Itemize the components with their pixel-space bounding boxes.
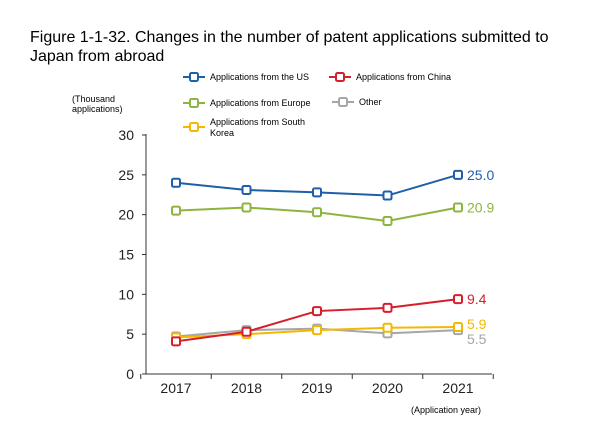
- data-point: [241, 326, 252, 337]
- legend-label: Applications from China: [356, 72, 451, 82]
- data-point: [382, 302, 393, 313]
- data-point: [171, 205, 181, 216]
- series-applications-from-china: [171, 294, 463, 347]
- legend-swatch-marker: [189, 122, 199, 132]
- data-point: [382, 190, 393, 201]
- legend-swatch-marker: [189, 72, 199, 82]
- data-point: [241, 202, 252, 213]
- legend-item: Other: [332, 97, 382, 107]
- series-applications-from-the-us: [171, 169, 463, 201]
- y-tick-label: 5: [126, 326, 134, 342]
- legend-item: Applications from China: [329, 72, 451, 82]
- legend-item: Applications from South Korea: [183, 117, 305, 138]
- legend-item: Applications from the US: [183, 72, 309, 82]
- data-point: [171, 336, 181, 347]
- legend-swatch-marker: [335, 72, 345, 82]
- series-applications-from-europe: [171, 202, 463, 227]
- y-tick-label: 10: [118, 286, 134, 302]
- series-layer: [171, 169, 463, 347]
- end-labels: 25.0 9.4 20.9 5.55.9: [467, 167, 494, 347]
- legend-item: Applications from Europe: [183, 98, 311, 108]
- data-point: [312, 306, 322, 317]
- y-tick-label: 20: [118, 207, 134, 223]
- data-point: [171, 177, 181, 188]
- y-tick-label: 30: [118, 127, 134, 143]
- legend-swatch-marker: [338, 97, 348, 107]
- x-axis-title: (Application year): [411, 405, 481, 415]
- data-point: [382, 322, 393, 333]
- legend-label: Other: [359, 97, 382, 107]
- end-value-label: 20.9: [467, 199, 494, 215]
- legend-swatch-marker: [189, 98, 199, 108]
- y-tick-label: 15: [118, 247, 134, 263]
- x-tick-label: 2019: [301, 380, 332, 396]
- chart-legend: Applications from the US Applications fro…: [183, 72, 451, 138]
- y-axis-title: (Thousand applications): [72, 94, 123, 114]
- end-value-label: 9.4: [467, 291, 487, 307]
- x-tick-label: 2018: [231, 380, 262, 396]
- end-value-label: 25.0: [467, 167, 494, 183]
- legend-label: Applications from South Korea: [210, 117, 305, 138]
- data-point: [312, 187, 322, 198]
- end-value-label: 5.9: [467, 316, 487, 332]
- data-point: [312, 207, 322, 218]
- data-point: [453, 169, 463, 180]
- x-tick-label: 2021: [442, 380, 473, 396]
- end-value-label: 5.5: [467, 331, 487, 347]
- legend-label: Applications from Europe: [210, 98, 311, 108]
- x-tick-label: 2017: [160, 380, 191, 396]
- data-point: [382, 216, 393, 227]
- data-point: [241, 184, 252, 195]
- chart-axes: 0 5 10 15 20 25 30 2017 2018 2019 2020 2021 (Thousan…: [72, 94, 494, 415]
- figure-title: Figure 1-1-32. Changes in the number of …: [30, 29, 549, 65]
- data-point: [453, 294, 463, 305]
- data-point: [312, 325, 322, 336]
- y-tick-label: 25: [118, 167, 134, 183]
- y-tick-label: 0: [126, 366, 134, 382]
- data-point: [453, 202, 463, 213]
- data-point: [453, 321, 463, 332]
- x-tick-label: 2020: [372, 380, 403, 396]
- legend-label: Applications from the US: [210, 72, 309, 82]
